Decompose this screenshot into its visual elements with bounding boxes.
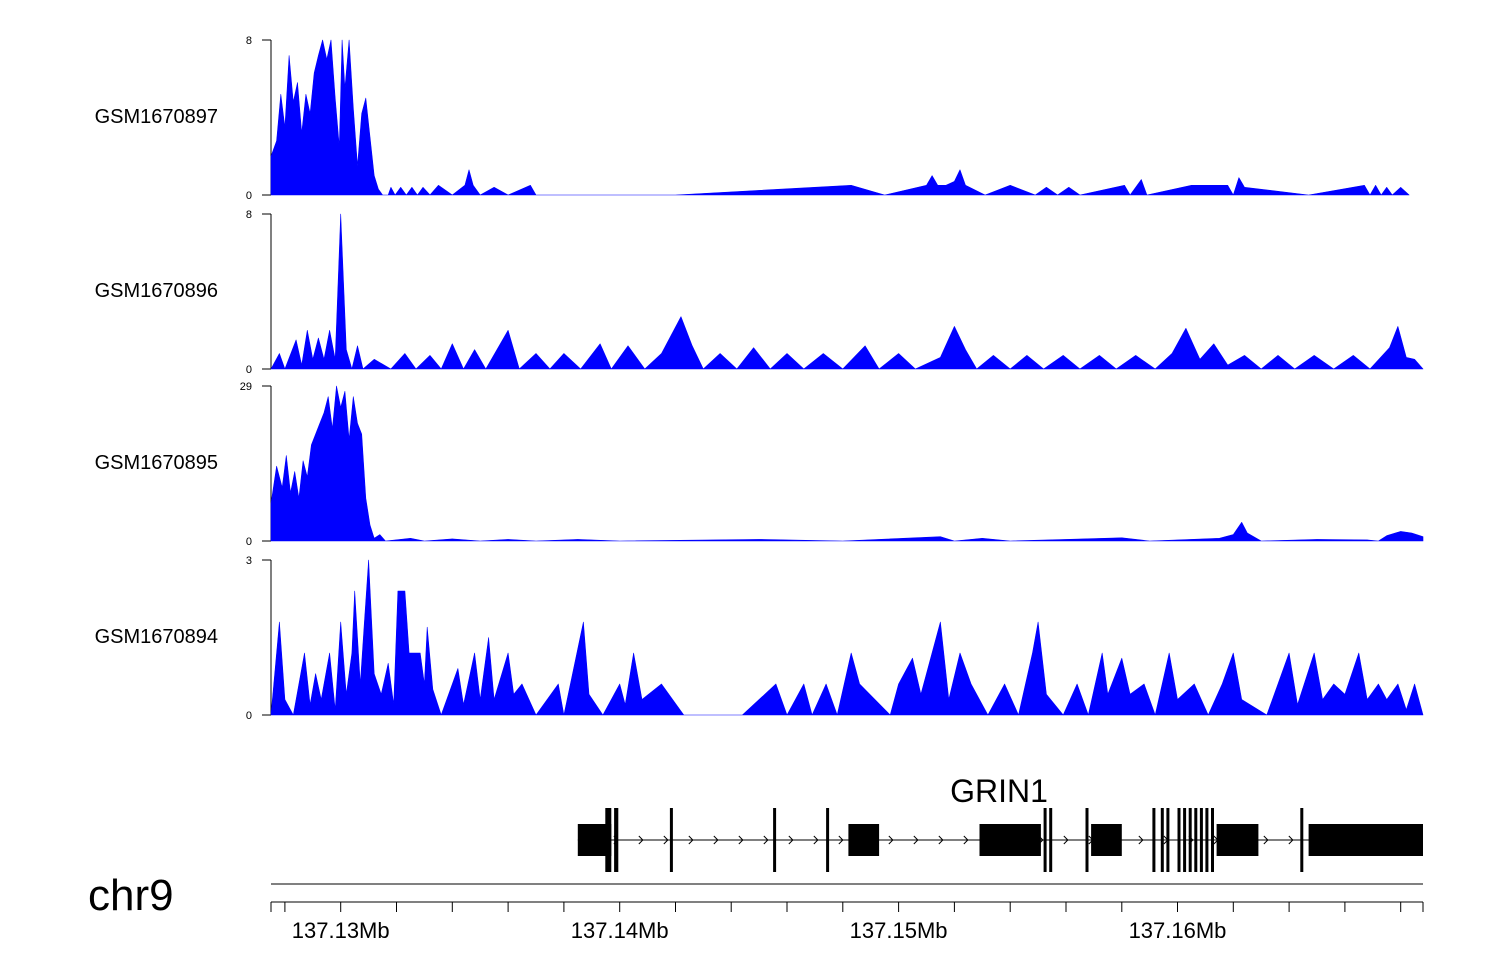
y-tick-label-zero: 0 — [246, 536, 252, 548]
y-tick-label-max: 29 — [240, 381, 252, 393]
track-label: GSM1670897 — [95, 106, 218, 128]
y-tick-label-max: 8 — [246, 35, 252, 47]
track-GSM1670895: GSM1670895 29 0 — [95, 381, 1424, 548]
strand-arrow — [738, 835, 744, 845]
exon — [848, 824, 880, 856]
strand-arrow — [813, 835, 819, 845]
coverage-area — [270, 559, 1424, 716]
track-GSM1670894: GSM1670894 3 0 — [95, 555, 1424, 722]
strand-arrow — [788, 835, 794, 845]
exon — [669, 808, 673, 872]
x-tick-label: 137.14Mb — [571, 918, 669, 943]
strand-arrow — [938, 835, 944, 845]
exon — [773, 808, 777, 872]
exon — [1188, 808, 1192, 872]
strand-arrow — [663, 835, 669, 845]
exon — [1049, 808, 1053, 872]
strand-arrow — [1288, 835, 1294, 845]
y-tick-label-max: 3 — [246, 555, 252, 567]
exon — [1216, 824, 1259, 856]
exon — [1205, 808, 1209, 872]
exon — [979, 824, 1041, 856]
strand-arrow — [913, 835, 919, 845]
exon — [614, 808, 619, 872]
strand-arrow — [963, 835, 969, 845]
strand-arrow — [638, 835, 644, 845]
track-label: GSM1670894 — [95, 626, 218, 648]
track-GSM1670896: GSM1670896 8 0 — [95, 209, 1424, 376]
coverage-tracks: GSM167089780GSM167089680GSM1670895290GSM… — [95, 35, 1424, 722]
exon — [1166, 808, 1170, 872]
track-GSM1670897: GSM1670897 8 0 — [95, 35, 1410, 202]
genome-axis: chr9 137.13Mb 137.14Mb 137.15Mb 137.16Mb — [88, 871, 1424, 943]
x-tick-label: 137.15Mb — [850, 918, 948, 943]
coverage-area — [270, 39, 1410, 196]
strand-arrow — [838, 835, 844, 845]
y-tick-label-max: 8 — [246, 209, 252, 221]
exon — [1199, 808, 1203, 872]
strand-arrow — [713, 835, 719, 845]
y-tick-label-zero: 0 — [246, 710, 252, 722]
exon — [1300, 808, 1304, 872]
exon — [1177, 808, 1181, 872]
exon — [1308, 824, 1423, 856]
exon — [1085, 808, 1089, 872]
y-tick-label-zero: 0 — [246, 190, 252, 202]
y-tick-label-zero: 0 — [246, 364, 252, 376]
chromosome-label: chr9 — [88, 871, 174, 920]
exon — [1194, 808, 1198, 872]
track-label: GSM1670896 — [95, 280, 218, 302]
gene-label: GRIN1 — [950, 773, 1048, 809]
coverage-area — [270, 213, 1424, 370]
strand-arrow — [1138, 835, 1144, 845]
exon — [826, 808, 830, 872]
exon — [1211, 808, 1214, 872]
exon — [1152, 808, 1156, 872]
strand-arrow — [1263, 835, 1269, 845]
strand-arrow — [688, 835, 694, 845]
strand-arrow — [763, 835, 769, 845]
exon — [1091, 824, 1122, 856]
strand-arrow — [888, 835, 894, 845]
coverage-area — [270, 385, 1424, 542]
exon — [1043, 808, 1047, 872]
exon-edge — [605, 808, 612, 872]
x-tick-label: 137.13Mb — [292, 918, 390, 943]
track-label: GSM1670895 — [95, 452, 218, 474]
gene-track: GRIN1 — [577, 773, 1423, 872]
exon — [1183, 808, 1187, 872]
exon — [1160, 808, 1164, 872]
strand-arrow — [1063, 835, 1069, 845]
x-tick-label: 137.16Mb — [1129, 918, 1227, 943]
